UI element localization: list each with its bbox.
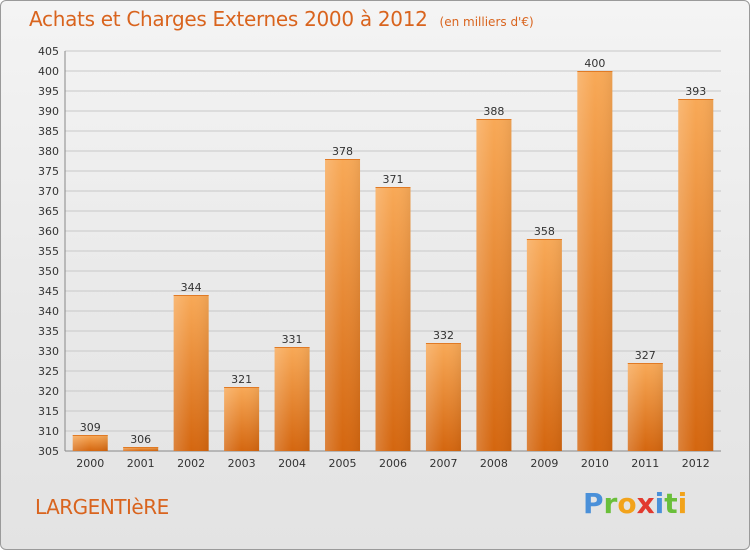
data-label: 358	[534, 225, 555, 238]
y-tick-label: 340	[38, 305, 59, 318]
bar-shade	[476, 119, 512, 451]
y-tick-label: 335	[38, 325, 59, 338]
data-label: 400	[584, 57, 605, 70]
data-label: 378	[332, 145, 353, 158]
y-tick-label: 395	[38, 85, 59, 98]
y-tick-label: 405	[38, 45, 59, 58]
y-tick-label: 365	[38, 205, 59, 218]
bar-shade	[375, 187, 411, 451]
data-label: 371	[383, 173, 404, 186]
bar-shade	[627, 363, 663, 451]
y-tick-labels: 305 310 315 320 325 330 335 340 345 350 355 360 365 3…	[38, 45, 59, 458]
data-label: 332	[433, 329, 454, 342]
bars	[72, 71, 714, 451]
y-tick-label: 325	[38, 365, 59, 378]
y-tick-label: 315	[38, 405, 59, 418]
x-tick-label: 2008	[480, 457, 508, 470]
y-tick-label: 380	[38, 145, 59, 158]
y-tick-label: 330	[38, 345, 59, 358]
bar-shade	[274, 347, 310, 451]
commune-name: LARGENTIèRE	[35, 495, 169, 519]
x-tick-labels: 2000 2001 2002 2003 2004 2005 2006 2007 2008 2009…	[76, 457, 710, 470]
data-label: 306	[130, 433, 151, 446]
data-label: 388	[483, 105, 504, 118]
bar-shade	[224, 387, 260, 451]
chart-subtitle: (en milliers d'€)	[439, 15, 534, 29]
bar-shade	[173, 295, 209, 451]
bar-shade	[123, 447, 159, 451]
x-tick-label: 2011	[631, 457, 659, 470]
x-tick-label: 2007	[429, 457, 457, 470]
y-tick-label: 390	[38, 105, 59, 118]
proxiti-logo: Proxiti	[583, 487, 688, 520]
y-tick-label: 350	[38, 265, 59, 278]
data-label: 327	[635, 349, 656, 362]
x-tick-label: 2003	[228, 457, 256, 470]
x-tick-label: 2006	[379, 457, 407, 470]
data-label: 344	[181, 281, 202, 294]
data-labels: 309 306 344 321 331 378 371 332 388 358 400 327 393	[80, 57, 707, 446]
chart-title: Achats et Charges Externes 2000 à 2012	[29, 7, 428, 31]
y-tick-label: 345	[38, 285, 59, 298]
x-tick-label: 2005	[329, 457, 357, 470]
data-label: 309	[80, 421, 101, 434]
y-tick-label: 305	[38, 445, 59, 458]
bar-shade	[526, 239, 562, 451]
y-tick-label: 375	[38, 165, 59, 178]
data-label: 331	[282, 333, 303, 346]
y-tick-label: 370	[38, 185, 59, 198]
y-tick-label: 360	[38, 225, 59, 238]
data-label: 321	[231, 373, 252, 386]
bar-shade	[72, 435, 108, 451]
bar-shade	[325, 159, 361, 451]
x-tick-label: 2012	[682, 457, 710, 470]
x-tick-label: 2001	[127, 457, 155, 470]
y-tick-label: 385	[38, 125, 59, 138]
bar-shade	[678, 99, 714, 451]
x-tick-label: 2010	[581, 457, 609, 470]
bar-shade	[425, 343, 461, 451]
y-tick-label: 355	[38, 245, 59, 258]
y-tick-label: 310	[38, 425, 59, 438]
y-tick-label: 320	[38, 385, 59, 398]
y-tick-label: 400	[38, 65, 59, 78]
x-tick-label: 2000	[76, 457, 104, 470]
bar-shade	[577, 71, 613, 451]
chart-header: Achats et Charges Externes 2000 à 2012 (…	[29, 7, 534, 31]
x-tick-label: 2004	[278, 457, 306, 470]
x-tick-label: 2009	[530, 457, 558, 470]
x-tick-label: 2002	[177, 457, 205, 470]
data-label: 393	[685, 85, 706, 98]
